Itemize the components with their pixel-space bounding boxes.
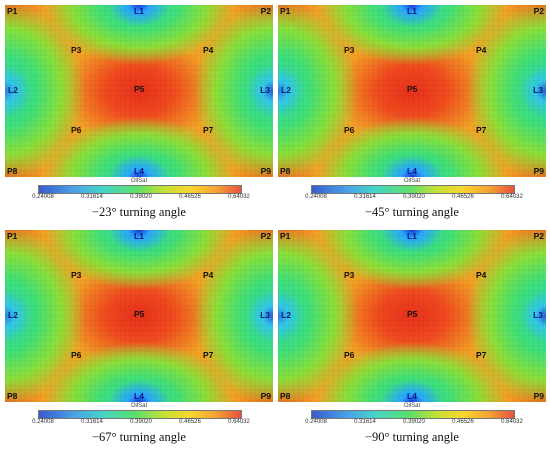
- well-label: P6: [344, 350, 355, 360]
- well-label: P5: [407, 84, 418, 94]
- colorbar: [38, 185, 242, 194]
- colorbar-tick-label: 0.39020: [403, 194, 425, 200]
- well-label: P9: [533, 165, 544, 176]
- oil-saturation-panel: P1 P2 P3 P4 P5 P6 P7 P8 P9 L1 L2 L3 L4 OilSat 0.24008 0…: [5, 0, 275, 225]
- colorbar-tick-label: 0.46526: [452, 194, 474, 200]
- colorbar-tick-label: 0.24008: [32, 419, 54, 425]
- well-label: L2: [8, 310, 18, 320]
- well-label: P1: [280, 6, 291, 16]
- colorbar-tick-label: 0.39020: [130, 194, 152, 200]
- colorbar-tick-label: 0.24008: [305, 194, 327, 200]
- well-label: P9: [533, 390, 544, 401]
- well-label: P3: [344, 45, 355, 55]
- colorbar-title: OilSat: [403, 178, 421, 184]
- well-label: P2: [533, 231, 544, 241]
- well-label: P3: [71, 45, 82, 55]
- panel-caption: −90° turning angle: [365, 430, 459, 444]
- well-label: P4: [203, 270, 214, 280]
- well-label: L3: [260, 85, 270, 95]
- well-label: P4: [203, 45, 214, 55]
- well-label: P6: [71, 125, 82, 135]
- well-label: L3: [533, 310, 543, 320]
- well-label: L4: [407, 390, 417, 401]
- colorbar-tick-label: 0.31614: [354, 194, 376, 200]
- colorbar-tick-label: 0.39020: [130, 419, 152, 425]
- well-label: P8: [280, 165, 291, 176]
- panel-caption: −45° turning angle: [365, 205, 459, 219]
- saturation-heatmap: P1 P2 P3 P4 P5 P6 P7 P8 P9 L1 L2 L3 L4: [278, 230, 546, 402]
- well-label: P2: [533, 6, 544, 16]
- colorbar-title: OilSat: [130, 403, 148, 409]
- well-label: P5: [407, 309, 418, 319]
- well-label: L1: [134, 231, 144, 241]
- well-label: L2: [8, 85, 18, 95]
- colorbar-tick-label: 0.31614: [81, 419, 103, 425]
- well-label: P5: [134, 84, 145, 94]
- colorbar-title: OilSat: [403, 403, 421, 409]
- well-label: P8: [7, 165, 18, 176]
- well-label: L3: [260, 310, 270, 320]
- well-label: L4: [134, 165, 144, 176]
- colorbar-tick-label: 0.64032: [501, 419, 523, 425]
- colorbar: [38, 410, 242, 419]
- panel-caption: −67° turning angle: [92, 430, 186, 444]
- colorbar-tick-label: 0.39020: [403, 419, 425, 425]
- well-label: L2: [281, 310, 291, 320]
- well-label: P1: [7, 6, 18, 16]
- colorbar-tick-label: 0.64032: [228, 194, 250, 200]
- colorbar: [311, 410, 515, 419]
- colorbar-title: OilSat: [130, 178, 148, 184]
- well-label: P9: [260, 390, 271, 401]
- well-label: P5: [134, 309, 145, 319]
- well-label: L2: [281, 85, 291, 95]
- colorbar-tick-label: 0.31614: [81, 194, 103, 200]
- well-label: P7: [203, 350, 214, 360]
- colorbar-tick-label: 0.46526: [179, 194, 201, 200]
- well-label: P8: [7, 390, 18, 401]
- oil-saturation-panel: P1 P2 P3 P4 P5 P6 P7 P8 P9 L1 L2 L3 L4 OilSat 0.24008 0…: [278, 0, 548, 225]
- colorbar-tick-label: 0.24008: [32, 194, 54, 200]
- well-label: P1: [7, 231, 18, 241]
- well-label: P3: [71, 270, 82, 280]
- well-label: L4: [134, 390, 144, 401]
- well-label: P4: [476, 45, 487, 55]
- well-label: P8: [280, 390, 291, 401]
- colorbar: [311, 185, 515, 194]
- well-label: P4: [476, 270, 487, 280]
- well-label: P6: [71, 350, 82, 360]
- colorbar-tick-label: 0.46526: [452, 419, 474, 425]
- well-label: L1: [407, 6, 417, 16]
- colorbar-tick-label: 0.46526: [179, 419, 201, 425]
- well-label: P7: [203, 125, 214, 135]
- oil-saturation-panel: P1 P2 P3 P4 P5 P6 P7 P8 P9 L1 L2 L3 L4 OilSat 0.24008 0…: [5, 225, 275, 450]
- well-label: P2: [260, 231, 271, 241]
- colorbar-tick-label: 0.64032: [228, 419, 250, 425]
- colorbar-tick-label: 0.31614: [354, 419, 376, 425]
- saturation-heatmap: P1 P2 P3 P4 P5 P6 P7 P8 P9 L1 L2 L3 L4: [5, 230, 273, 402]
- well-label: P2: [260, 6, 271, 16]
- saturation-heatmap: P1 P2 P3 P4 P5 P6 P7 P8 P9 L1 L2 L3 L4: [5, 5, 273, 177]
- well-label: P1: [280, 231, 291, 241]
- well-label: P7: [476, 350, 487, 360]
- well-label: P6: [344, 125, 355, 135]
- panel-caption: −23° turning angle: [92, 205, 186, 219]
- well-label: L1: [407, 231, 417, 241]
- well-label: L1: [134, 6, 144, 16]
- oil-saturation-panel: P1 P2 P3 P4 P5 P6 P7 P8 P9 L1 L2 L3 L4 OilSat 0.24008 0…: [278, 225, 548, 450]
- well-label: P7: [476, 125, 487, 135]
- colorbar-tick-label: 0.24008: [305, 419, 327, 425]
- colorbar-tick-label: 0.64032: [501, 194, 523, 200]
- well-label: P3: [344, 270, 355, 280]
- well-label: L4: [407, 165, 417, 176]
- well-label: L3: [533, 85, 543, 95]
- well-label: P9: [260, 165, 271, 176]
- saturation-heatmap: P1 P2 P3 P4 P5 P6 P7 P8 P9 L1 L2 L3 L4: [278, 5, 546, 177]
